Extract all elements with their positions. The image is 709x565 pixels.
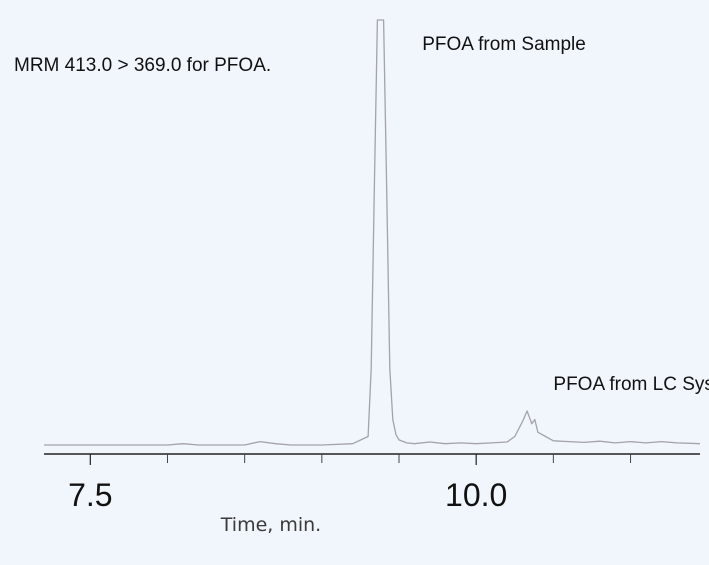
sample-peak-label: PFOA from Sample	[422, 34, 586, 55]
lc-system-peak-label: PFOA from LC System	[553, 374, 709, 395]
x-tick-label: 10.0	[445, 477, 507, 513]
series-line-0	[44, 19, 701, 446]
plot-area	[44, 19, 701, 446]
x-axis-ticks: 7.5 10.0	[68, 454, 632, 513]
x-tick-label: 7.5	[68, 477, 112, 513]
mrm-transition-label: MRM 413.0 > 369.0 for PFOA.	[14, 55, 271, 76]
x-axis-title: Time, min.	[220, 514, 321, 536]
